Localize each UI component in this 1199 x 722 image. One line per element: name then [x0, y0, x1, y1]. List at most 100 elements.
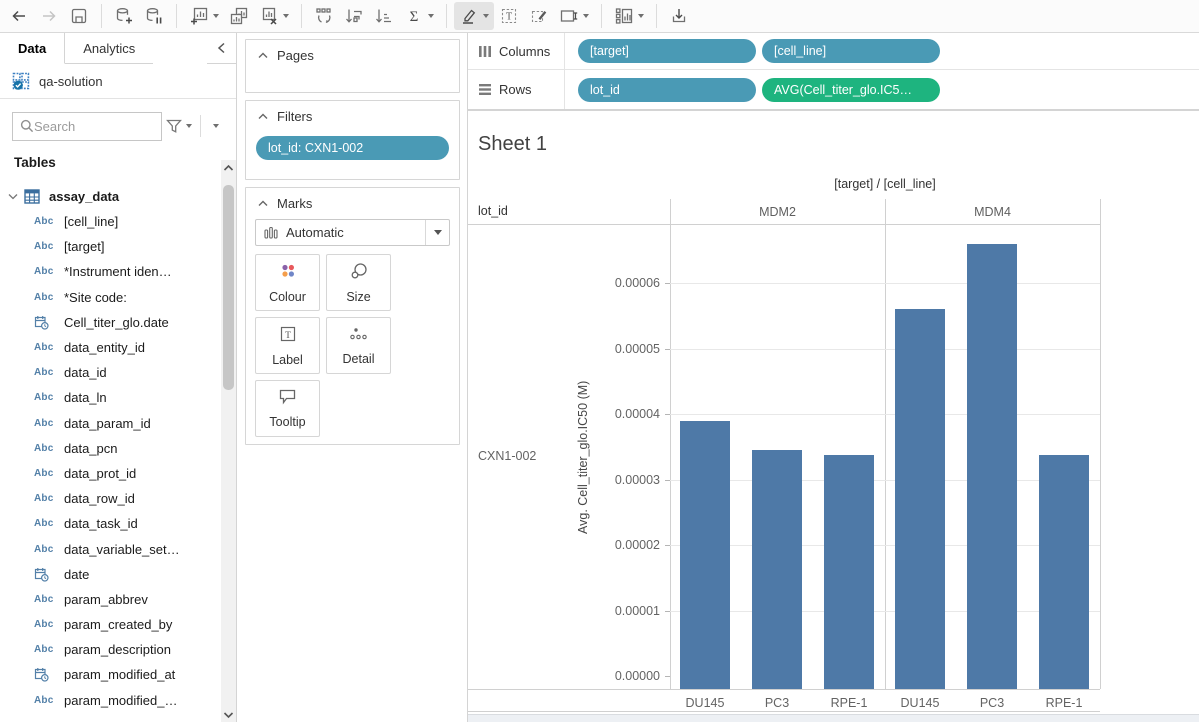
- mark-labels-button[interactable]: T: [494, 2, 524, 30]
- column-header-MDM4[interactable]: MDM4: [885, 205, 1100, 219]
- field-item[interactable]: Abc*Instrument iden…: [0, 259, 221, 284]
- scroll-down-button[interactable]: [221, 707, 236, 722]
- field-item[interactable]: Abcparam_abbrev: [0, 587, 221, 612]
- field-item[interactable]: param_modified_at: [0, 662, 221, 687]
- columns-pill[interactable]: [cell_line]: [762, 39, 940, 63]
- pill-label: [cell_line]: [774, 44, 826, 58]
- label-button[interactable]: TLabel: [255, 317, 320, 374]
- tab-analytics[interactable]: Analytics: [65, 33, 153, 64]
- bar-MDM4-RPE-1[interactable]: [1039, 455, 1089, 689]
- new-worksheet-button[interactable]: [184, 2, 224, 30]
- field-item[interactable]: Abcparam_created_by: [0, 612, 221, 637]
- axis-tick: [665, 414, 670, 415]
- datetime-field-icon: [34, 567, 64, 582]
- tab-data[interactable]: Data: [0, 33, 65, 64]
- bar-MDM2-RPE-1[interactable]: [824, 455, 874, 689]
- field-item[interactable]: Abcdata_task_id: [0, 511, 221, 536]
- field-label: data_task_id: [64, 516, 138, 531]
- field-item[interactable]: date: [0, 562, 221, 587]
- save-button[interactable]: [64, 2, 94, 30]
- highlight-button[interactable]: [454, 2, 494, 30]
- detail-button[interactable]: Detail: [326, 317, 391, 374]
- divider: [200, 115, 201, 137]
- field-filter-button[interactable]: [162, 113, 196, 139]
- field-item[interactable]: Abc*Site code:: [0, 285, 221, 310]
- search-input[interactable]: [34, 119, 139, 134]
- scrollbar-thumb[interactable]: [223, 185, 234, 390]
- field-item[interactable]: Abcdata_pcn: [0, 436, 221, 461]
- axis-tick: [665, 611, 670, 612]
- chart-border: [468, 224, 1100, 225]
- totals-button[interactable]: Σ: [399, 2, 439, 30]
- field-item[interactable]: Abcparam_description: [0, 637, 221, 662]
- field-item[interactable]: Abcparam_modified_…: [0, 688, 221, 713]
- swap-rows-columns-button[interactable]: [309, 2, 339, 30]
- field-item[interactable]: Abcdata_prot_id: [0, 461, 221, 486]
- field-item[interactable]: Abcdata_row_id: [0, 486, 221, 511]
- pause-auto-updates-button[interactable]: [139, 2, 169, 30]
- rows-pill[interactable]: lot_id: [578, 78, 756, 102]
- select-caret-button[interactable]: [425, 220, 449, 245]
- redo-button[interactable]: [34, 2, 64, 30]
- field-item[interactable]: Abc[target]: [0, 234, 221, 259]
- redo-icon: [39, 6, 59, 26]
- row-field-label[interactable]: lot_id: [478, 204, 508, 218]
- collapse-pane-button[interactable]: [207, 33, 236, 64]
- fit-button[interactable]: [554, 2, 594, 30]
- abc-field-icon: Abc: [34, 392, 64, 403]
- colour-button[interactable]: Colour: [255, 254, 320, 311]
- caret-down-icon: [213, 124, 219, 128]
- bar-MDM2-PC3[interactable]: [752, 450, 802, 689]
- rows-pill[interactable]: AVG(Cell_titer_glo.IC5…: [762, 78, 940, 102]
- sidebar-scrollbar[interactable]: [221, 160, 236, 722]
- field-item[interactable]: Cell_titer_glo.date: [0, 310, 221, 335]
- toolbar-divider: [446, 4, 447, 28]
- filter-pill[interactable]: lot_id: CXN1-002: [256, 136, 449, 160]
- pages-card-header[interactable]: Pages: [246, 40, 459, 69]
- filters-card-header[interactable]: Filters: [246, 101, 459, 130]
- size-button[interactable]: Size: [326, 254, 391, 311]
- edit-annotation-button[interactable]: [524, 2, 554, 30]
- abc-field-icon: Abc: [34, 443, 64, 454]
- field-item[interactable]: Abcdata_entity_id: [0, 335, 221, 360]
- scroll-up-button[interactable]: [221, 160, 236, 175]
- field-item[interactable]: Abcdata_id: [0, 360, 221, 385]
- funnel-icon: [166, 119, 182, 134]
- toolbar-divider: [176, 4, 177, 28]
- field-item[interactable]: Abc[cell_line]: [0, 209, 221, 234]
- sort-ascending-button[interactable]: [339, 2, 369, 30]
- marks-card-header[interactable]: Marks: [246, 188, 459, 217]
- column-header-MDM2[interactable]: MDM2: [670, 205, 885, 219]
- duplicate-sheet-button[interactable]: [224, 2, 254, 30]
- sort-descending-button[interactable]: [369, 2, 399, 30]
- undo-button[interactable]: [4, 2, 34, 30]
- mark-type-select[interactable]: Automatic: [255, 219, 450, 246]
- y-tick-label: 0.00003: [590, 473, 660, 487]
- worksheet-bottom-strip: [468, 714, 1199, 722]
- new-data-source-button[interactable]: [109, 2, 139, 30]
- clear-sheet-button[interactable]: [254, 2, 294, 30]
- columns-shelf[interactable]: Columns [target][cell_line]: [468, 33, 1199, 70]
- field-item[interactable]: Abcdata_param_id: [0, 411, 221, 436]
- detail-button-label: Detail: [343, 352, 375, 366]
- datasource-item[interactable]: qa-solution: [0, 64, 236, 99]
- filters-card-title: Filters: [277, 109, 312, 124]
- columns-pill[interactable]: [target]: [578, 39, 756, 63]
- field-item[interactable]: Abcdata_variable_set…: [0, 536, 221, 561]
- bar-MDM4-DU145[interactable]: [895, 309, 945, 689]
- bar-MDM4-PC3[interactable]: [967, 244, 1017, 689]
- row-header-value[interactable]: CXN1-002: [478, 449, 536, 463]
- table-item[interactable]: assay_data: [0, 183, 221, 209]
- rows-shelf-text: Rows: [499, 82, 532, 97]
- pill-label: lot_id: [590, 83, 620, 97]
- field-item[interactable]: Abcdata_ln: [0, 385, 221, 410]
- bar-MDM2-DU145[interactable]: [680, 421, 730, 689]
- search-box[interactable]: [12, 112, 162, 141]
- tooltip-button[interactable]: Tooltip: [255, 380, 320, 437]
- download-button[interactable]: [664, 2, 694, 30]
- rows-shelf[interactable]: Rows lot_id AVG(Cell_titer_glo.IC5…: [468, 70, 1199, 110]
- field-label: data_variable_set…: [64, 542, 180, 557]
- pane-menu-button[interactable]: [205, 113, 223, 139]
- field-label: *Site code:: [64, 290, 127, 305]
- show-me-button[interactable]: [609, 2, 649, 30]
